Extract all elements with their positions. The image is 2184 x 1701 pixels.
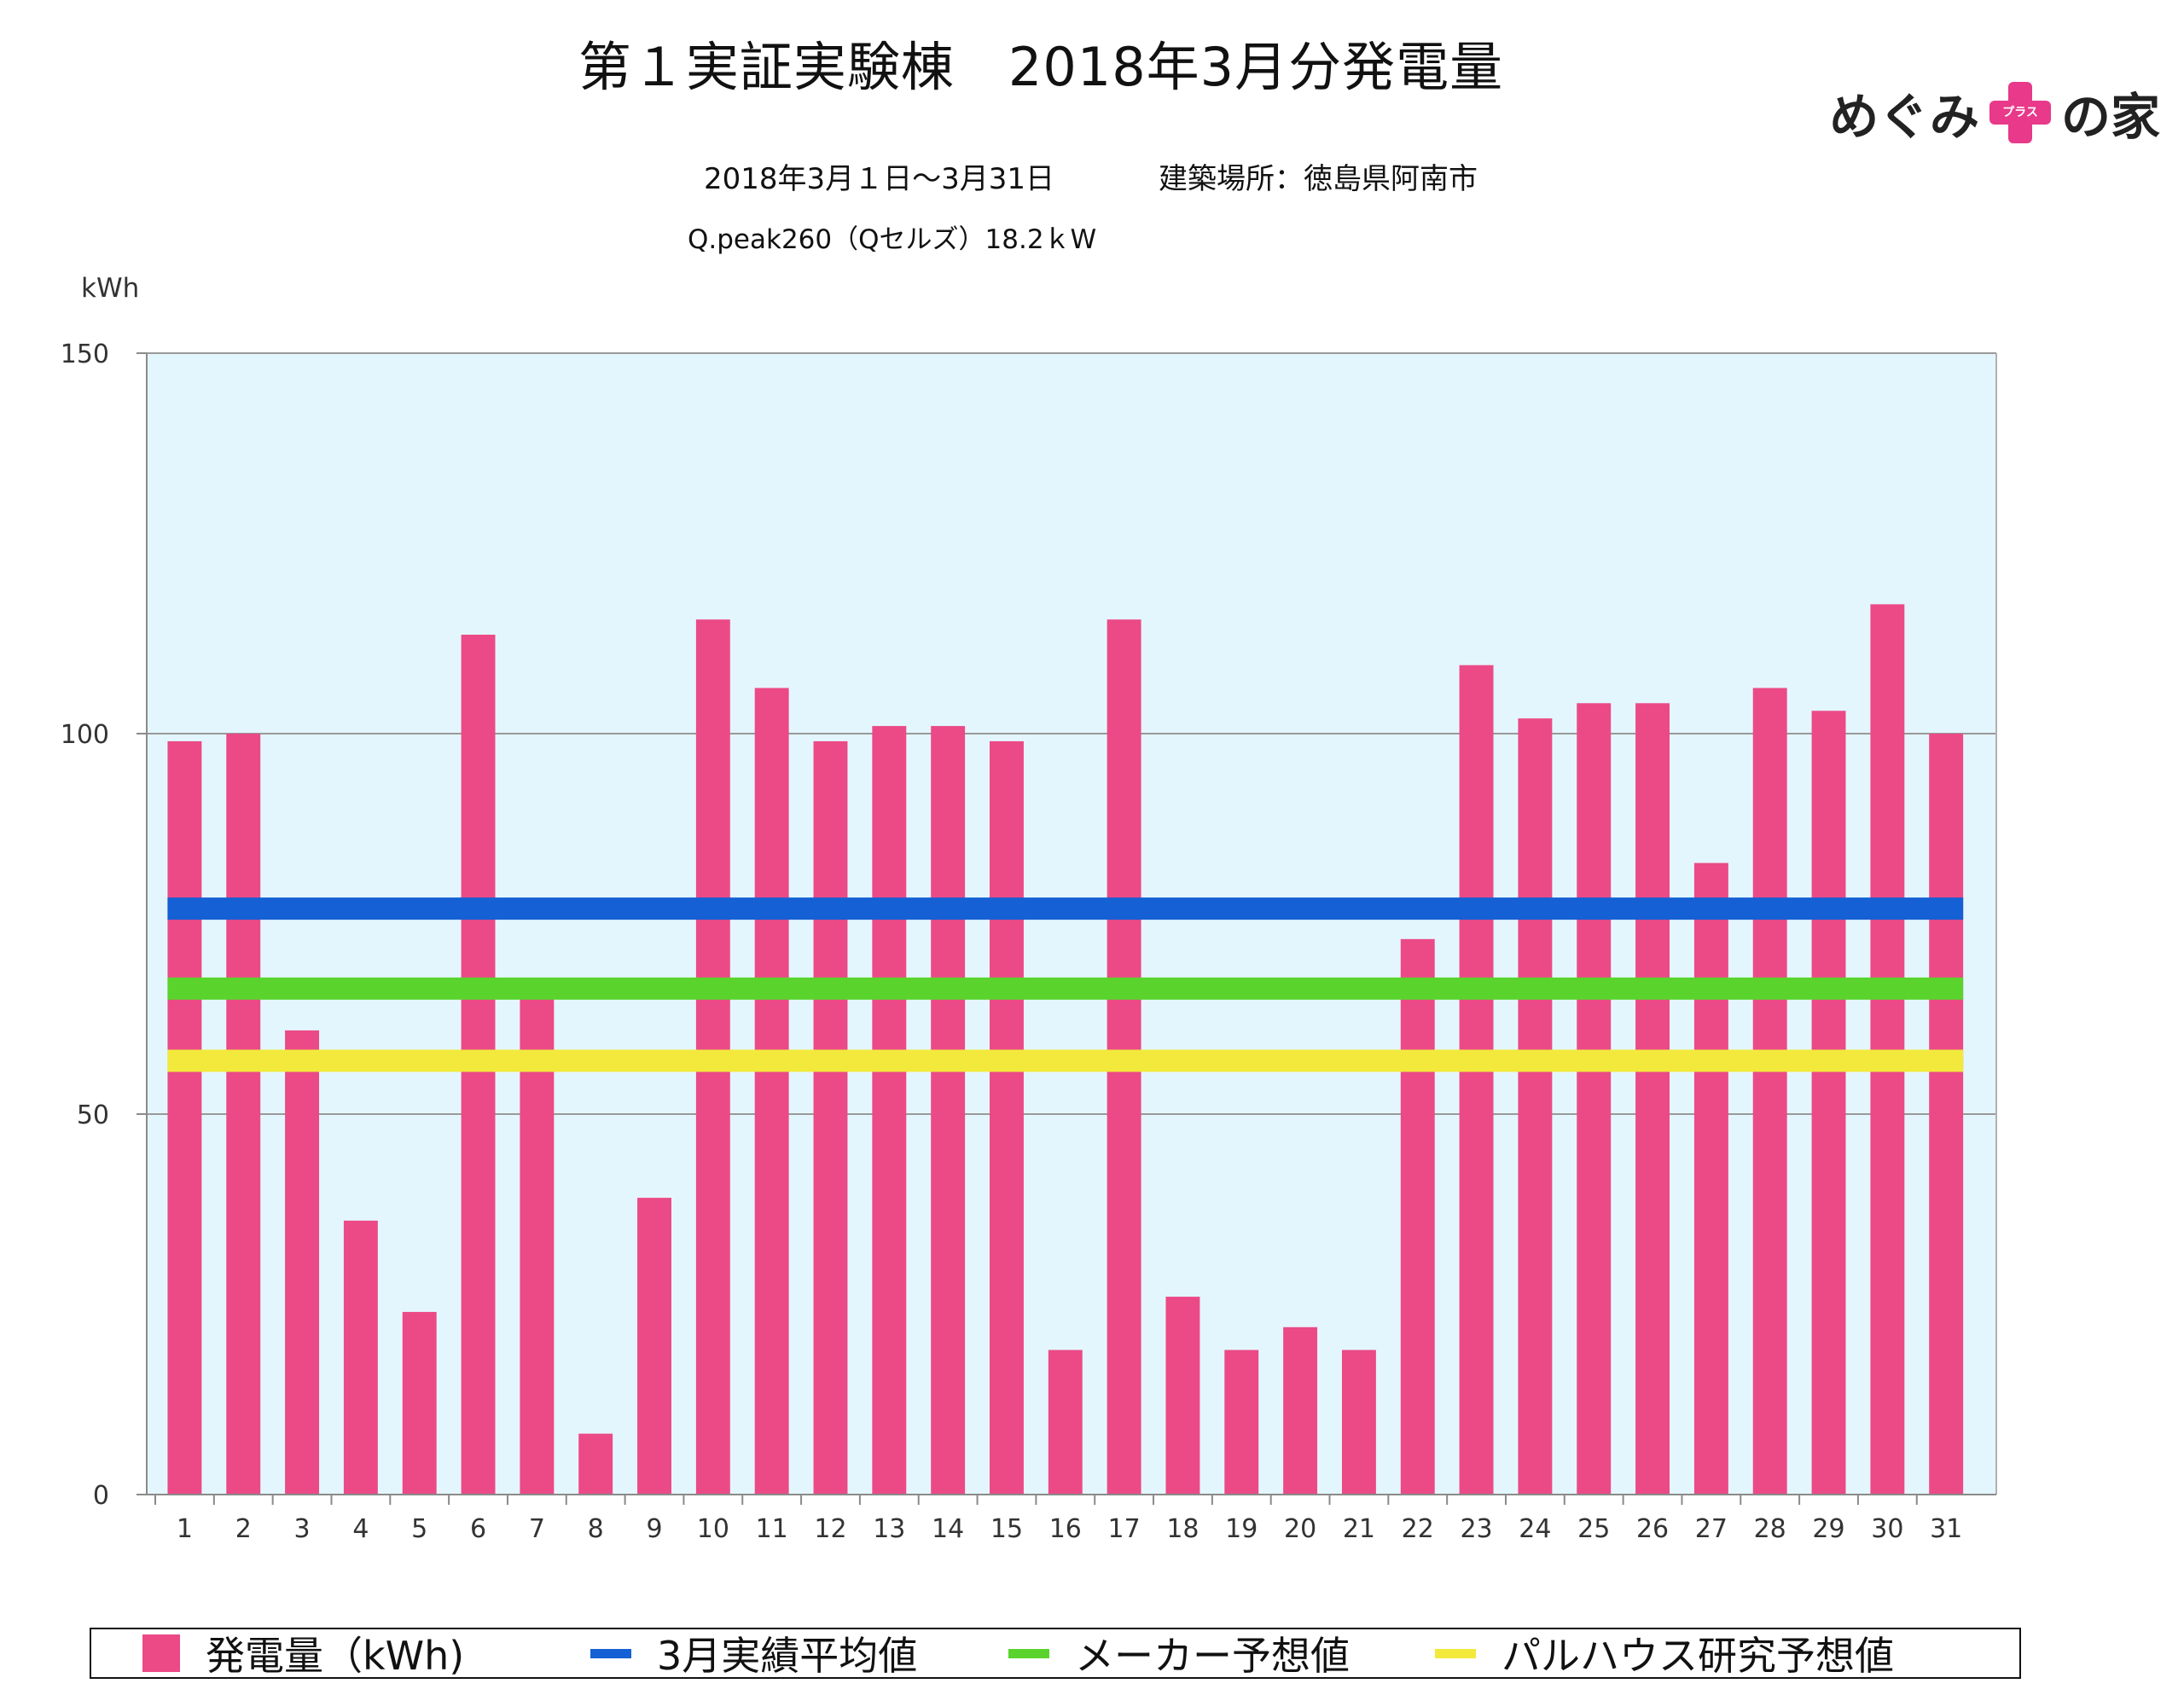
bar: [1870, 604, 1905, 1495]
bar: [637, 1198, 671, 1495]
system-text: Q.peak260（Qセルズ）18.2ｋW: [688, 224, 1097, 255]
logo-plus-icon: プラス: [1989, 82, 2051, 143]
bar: [402, 1311, 437, 1495]
x-tick-label: 29: [1812, 1514, 1844, 1544]
location-text: 建築場所：徳島県阿南市: [1159, 162, 1478, 196]
logo-text-left: めぐみ: [1829, 88, 1979, 146]
x-tick-label: 20: [1284, 1514, 1316, 1544]
bar: [813, 740, 848, 1495]
bar: [931, 726, 966, 1495]
bar: [1635, 703, 1670, 1495]
x-tick-label: 19: [1225, 1514, 1258, 1544]
logo-plus-text: プラス: [2002, 106, 2038, 119]
x-tick-label: 18: [1166, 1514, 1199, 1544]
brand-logo: めぐみ プラス の家: [1829, 78, 2160, 147]
y-tick-label: 150: [61, 340, 109, 369]
bar: [1165, 1297, 1200, 1495]
legend-item: 発電量（kWh): [142, 1629, 464, 1679]
bar: [1929, 734, 1964, 1495]
x-tick-label: 17: [1108, 1514, 1141, 1544]
x-tick-label: 10: [697, 1514, 729, 1544]
legend-label: 3月実績平均値: [657, 1633, 918, 1679]
x-tick-label: 11: [756, 1514, 788, 1544]
x-tick-label: 15: [990, 1514, 1023, 1544]
bar: [1341, 1350, 1376, 1495]
x-tick-label: 24: [1519, 1514, 1551, 1544]
legend-label: メーカー予想値: [1075, 1633, 1350, 1679]
x-tick-label: 25: [1577, 1514, 1610, 1544]
x-tick-label: 3: [294, 1514, 311, 1544]
bar: [1283, 1327, 1318, 1495]
period-text: 2018年3月１日〜3月31日: [704, 162, 1055, 196]
bar: [578, 1433, 613, 1495]
x-tick-label: 8: [588, 1514, 604, 1544]
bar: [990, 740, 1024, 1495]
bar: [1459, 665, 1494, 1495]
legend-swatch: [1008, 1648, 1049, 1658]
bar: [1400, 938, 1435, 1495]
x-tick-label: 31: [1930, 1514, 1962, 1544]
bar: [520, 992, 555, 1495]
bar: [285, 1030, 320, 1495]
y-tick-label: 0: [93, 1481, 109, 1511]
legend-item: 3月実績平均値: [590, 1629, 917, 1679]
x-tick-label: 1: [177, 1514, 193, 1544]
bar: [754, 688, 789, 1495]
bar: [1518, 718, 1553, 1495]
bar: [1224, 1350, 1259, 1495]
legend-item: パルハウス研究予想値: [1435, 1629, 1894, 1679]
bar: [872, 726, 907, 1495]
x-tick-label: 12: [814, 1514, 846, 1544]
x-tick-label: 16: [1049, 1514, 1082, 1544]
x-tick-label: 14: [932, 1514, 964, 1544]
legend-swatch: [1435, 1648, 1476, 1658]
y-tick-label: 100: [61, 720, 109, 750]
bar: [1577, 703, 1612, 1495]
x-tick-label: 30: [1871, 1514, 1903, 1544]
chart-title: 第１実証実験棟 2018年3月分発電量: [578, 36, 1504, 98]
x-tick-label: 4: [352, 1514, 369, 1544]
x-tick-label: 5: [411, 1514, 427, 1544]
x-tick-label: 22: [1402, 1514, 1434, 1544]
bar: [1752, 688, 1787, 1495]
legend-swatch: [142, 1634, 180, 1672]
x-tick-label: 21: [1343, 1514, 1375, 1544]
legend-swatch: [590, 1648, 631, 1658]
x-tick-label: 23: [1460, 1514, 1492, 1544]
chart-legend: 発電量（kWh) 3月実績平均値 メーカー予想値 パルハウス研究予想値: [90, 1628, 2021, 1679]
legend-item: メーカー予想値: [1008, 1629, 1350, 1679]
y-axis-unit: kWh: [81, 273, 140, 304]
bar: [167, 740, 202, 1495]
bar: [1048, 1350, 1083, 1495]
x-tick-label: 13: [873, 1514, 905, 1544]
plot-area: [147, 353, 1996, 1495]
bar: [343, 1220, 378, 1495]
bar: [226, 734, 261, 1495]
x-tick-label: 7: [529, 1514, 545, 1544]
legend-label: パルハウス研究予想値: [1502, 1633, 1894, 1679]
x-tick-label: 27: [1695, 1514, 1728, 1544]
bar: [1693, 862, 1728, 1495]
logo-text-right: の家: [2060, 88, 2160, 146]
x-tick-label: 6: [470, 1514, 486, 1544]
y-tick-label: 50: [77, 1100, 109, 1130]
x-tick-label: 9: [646, 1514, 662, 1544]
x-tick-label: 2: [235, 1514, 252, 1544]
bar: [1811, 711, 1846, 1495]
legend-label: 発電量（kWh): [206, 1633, 465, 1679]
x-tick-label: 28: [1754, 1514, 1786, 1544]
x-tick-label: 26: [1636, 1514, 1669, 1544]
